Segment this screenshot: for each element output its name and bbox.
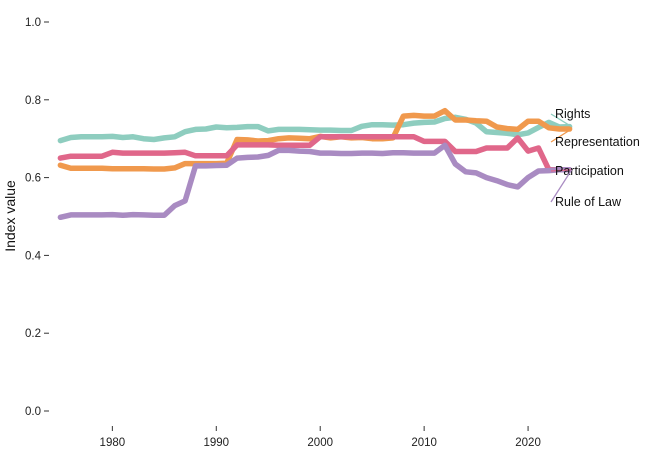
series-line-rights bbox=[57, 114, 573, 144]
x-tick-label: 2000 bbox=[307, 437, 333, 449]
series-line-participation bbox=[57, 134, 573, 173]
series-labels: Rights Representation Participation Rule of… bbox=[550, 107, 640, 209]
series-leader-line bbox=[550, 128, 572, 143]
y-tick-label: 0.8 bbox=[25, 95, 41, 107]
y-tick-label: 0.2 bbox=[25, 328, 41, 340]
x-tick-label: 1990 bbox=[203, 437, 229, 449]
series-leader-line bbox=[550, 169, 573, 203]
x-tick-label: 2020 bbox=[515, 437, 541, 449]
y-tick-label: 0.0 bbox=[25, 406, 41, 418]
series-label: Rule of Law bbox=[555, 195, 622, 209]
y-axis: 0.0 0.2 0.4 0.6 0.8 1.0 bbox=[25, 17, 49, 418]
series-lines bbox=[57, 107, 573, 221]
x-axis: 1980 1990 2000 2010 2020 bbox=[100, 426, 541, 449]
x-tick-label: 2010 bbox=[411, 437, 437, 449]
y-tick-label: 0.4 bbox=[25, 250, 42, 262]
series-leader-line bbox=[550, 169, 572, 172]
y-axis-title: Index value bbox=[2, 180, 18, 252]
y-tick-label: 0.6 bbox=[25, 173, 41, 185]
series-label: Participation bbox=[555, 164, 624, 178]
x-tick-label: 1980 bbox=[100, 437, 126, 449]
y-tick-label: 1.0 bbox=[25, 17, 41, 29]
series-line-rule-of-law bbox=[57, 142, 573, 221]
series-label: Representation bbox=[555, 135, 640, 149]
series-label: Rights bbox=[555, 107, 590, 121]
series-leader-line bbox=[550, 113, 572, 128]
